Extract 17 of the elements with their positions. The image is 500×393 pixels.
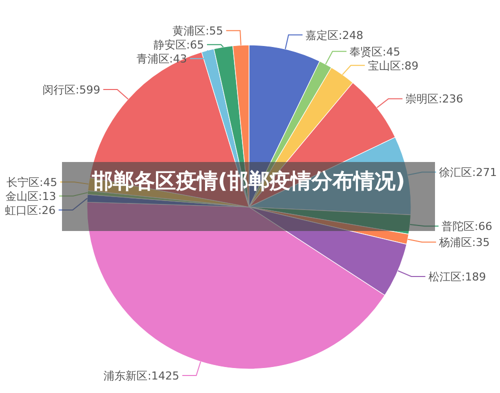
- slice-label: 浦东新区: [104, 370, 148, 383]
- slice-label: 长宁区: [6, 176, 40, 189]
- text: 邯郸各区疫情(邯郸疫情分布情况): [62, 162, 435, 231]
- slice-label: 嘉定区: [306, 28, 339, 42]
- slice-label: 崇明区: [405, 92, 438, 106]
- slice-label: 黄浦区: [172, 24, 206, 38]
- slice-label: 金山区: [5, 190, 38, 203]
- slice-label: 徐汇区: [439, 166, 472, 180]
- slice-label: 松江区: [428, 270, 462, 284]
- slice-label: 普陀区: [442, 220, 475, 234]
- legend-label: 青浦区: [136, 52, 170, 66]
- slice-label: 奉贤区: [350, 45, 383, 58]
- slice-label: 闵行区: [42, 83, 76, 96]
- slice-label: 宝山区: [368, 59, 401, 72]
- slice-label: 杨浦区: [438, 236, 472, 250]
- slice-label: 静安区: [153, 38, 186, 52]
- slice-label: 虹口区: [4, 204, 38, 217]
